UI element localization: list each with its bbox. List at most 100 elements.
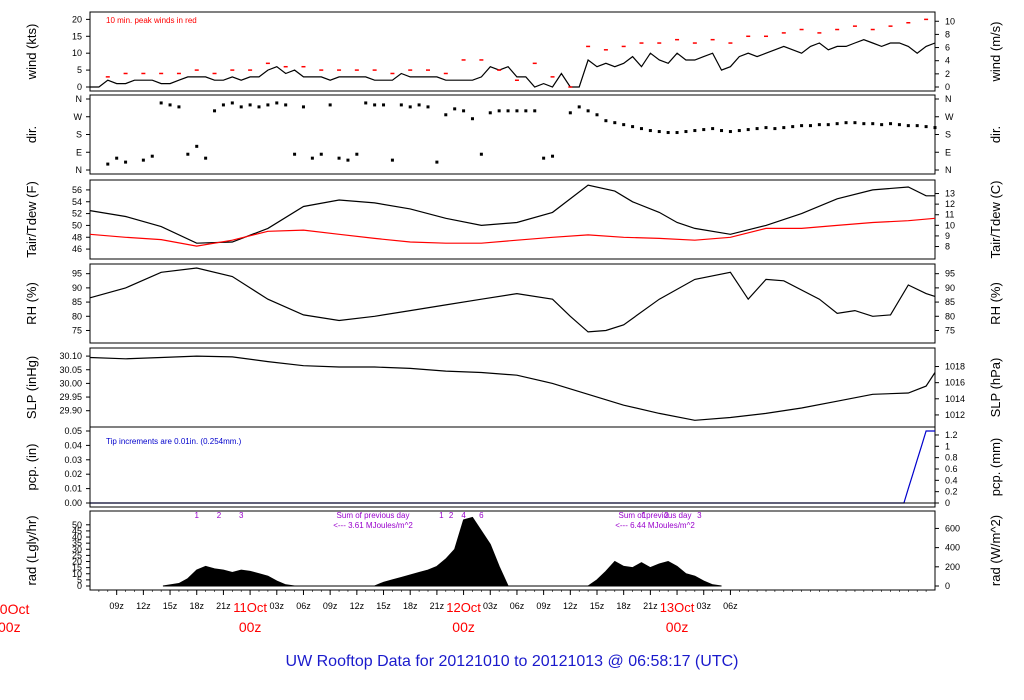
dir-point (426, 105, 430, 109)
dir-point (737, 129, 741, 133)
ytick-right-label: 1 (945, 441, 950, 451)
dir-point (390, 158, 394, 162)
ytick-left-label: 29.90 (59, 406, 82, 416)
dir-point (595, 113, 599, 117)
ytick-left-label: 50 (72, 220, 82, 230)
dir-point (417, 103, 421, 107)
xtick-label: 09z (323, 601, 338, 611)
time-axis: 09z 12z 15z 18z 21z 11Oct 03z 06z 09z 12z 15z 18z 21… (0, 590, 927, 635)
series-cumulative-precipitation (90, 430, 935, 504)
ytick-right-label: 0 (945, 498, 950, 508)
panel-pcp: pcp. (in) pcp. (mm) 0.00 0.01 0.02 0.03 0.04 0.… (24, 426, 1003, 508)
ylabel-right: SLP (hPa) (988, 358, 1003, 418)
ytick-right-label: 8 (945, 29, 950, 39)
ylabel-left: Tair/Tdew (F) (24, 181, 39, 258)
panel-frame (89, 426, 936, 508)
ytick-left-label: 20 (72, 557, 82, 567)
hour-marker: 4 (461, 511, 466, 520)
dir-point (435, 160, 439, 164)
ytick-left-label: 5 (77, 575, 82, 585)
dir-point (862, 122, 866, 126)
dir-point (399, 103, 403, 107)
ytick-left-label: 10 (72, 48, 82, 58)
ytick-left-label: 10 (72, 569, 82, 579)
ytick-left-label: W (74, 112, 83, 122)
dir-point (915, 124, 919, 128)
dir-point (301, 105, 305, 109)
ytick-left-label: 46 (72, 244, 82, 254)
xtick-label: 03z (696, 601, 711, 611)
ytick-right-label: 1016 (945, 378, 965, 388)
dir-point (551, 154, 555, 158)
ytick-right-label: 8 (945, 242, 950, 252)
dir-point (826, 123, 830, 127)
dir-point (150, 154, 154, 158)
dir-point (897, 123, 901, 127)
hour-marker: 1 (439, 511, 444, 520)
dir-point (657, 130, 661, 134)
dir-point (773, 127, 777, 131)
series-rh (89, 267, 936, 333)
ytick-right-label: 1018 (945, 362, 965, 372)
ytick-left-label: 0 (77, 581, 82, 591)
hour-marker: 2 (449, 511, 454, 520)
dir-point (177, 105, 181, 109)
radiation-sum-value: <--- 6.44 MJoules/m^2 (615, 521, 695, 530)
hour-marker: 1 (195, 511, 200, 520)
dir-point (586, 109, 590, 113)
dir-point (364, 101, 368, 105)
dir-point (835, 122, 839, 126)
ytick-left-label: 90 (72, 283, 82, 293)
ytick-right-label: N (945, 165, 952, 175)
ytick-left-label: 30.05 (59, 365, 82, 375)
dir-point (622, 123, 626, 127)
ytick-right-label: 2 (945, 69, 950, 79)
xtick-label: 12z (563, 601, 578, 611)
dir-point (684, 130, 688, 134)
ylabel-left: rad (Lgly/hr) (24, 515, 39, 585)
ytick-left-label: 35 (72, 538, 82, 548)
panel-slp: SLP (inHg) SLP (hPa) 29.90 29.95 30.00 30.05 3… (24, 347, 1003, 428)
dir-point (800, 124, 804, 128)
dir-point (141, 158, 145, 162)
xtick-label: 06z (510, 601, 525, 611)
ytick-right-label: 95 (945, 269, 955, 279)
dir-point (106, 162, 110, 166)
hour-marker: 3 (697, 511, 702, 520)
xtick-label: 18z (616, 601, 631, 611)
hour-marker: 6 (479, 511, 484, 520)
hour-marker: 2 (664, 511, 669, 520)
series-tdew (89, 217, 936, 247)
ytick-right-label: 10 (945, 220, 955, 230)
dir-point (577, 105, 581, 109)
wind-annotation: 10 min. peak winds in red (106, 16, 197, 25)
dir-point (728, 130, 732, 134)
dir-point (702, 128, 706, 132)
dir-point (924, 125, 928, 129)
ytick-left-label: 20 (72, 14, 82, 24)
xtick-label: 12z (350, 601, 365, 611)
dir-point (693, 129, 697, 133)
hour-marker: 1 (642, 511, 647, 520)
ytick-right-label: 400 (945, 543, 960, 553)
ytick-right-label: 6 (945, 43, 950, 53)
xtick-label: 15z (376, 601, 391, 611)
ytick-left-label: 30.00 (59, 378, 82, 388)
ytick-left-label: 85 (72, 297, 82, 307)
panel-rad: rad (Lgly/hr) rad (W/m^2)0510152025303540… (24, 510, 1003, 591)
ytick-right-label: 9 (945, 231, 950, 241)
ytick-right-label: 12 (945, 199, 955, 209)
ytick-right-label: 0.4 (945, 475, 958, 485)
dir-point (213, 109, 217, 113)
dir-point (746, 128, 750, 132)
day-label-hour: 00z (452, 619, 475, 635)
panel-frame (89, 11, 936, 92)
dir-point (871, 122, 875, 126)
dir-point (675, 131, 679, 135)
xtick-label: 21z (643, 601, 658, 611)
ytick-left-label: 56 (72, 185, 82, 195)
ytick-left-label: 80 (72, 311, 82, 321)
dir-point (648, 129, 652, 133)
xtick-label: 15z (163, 601, 178, 611)
ylabel-left: wind (kts) (24, 24, 39, 81)
